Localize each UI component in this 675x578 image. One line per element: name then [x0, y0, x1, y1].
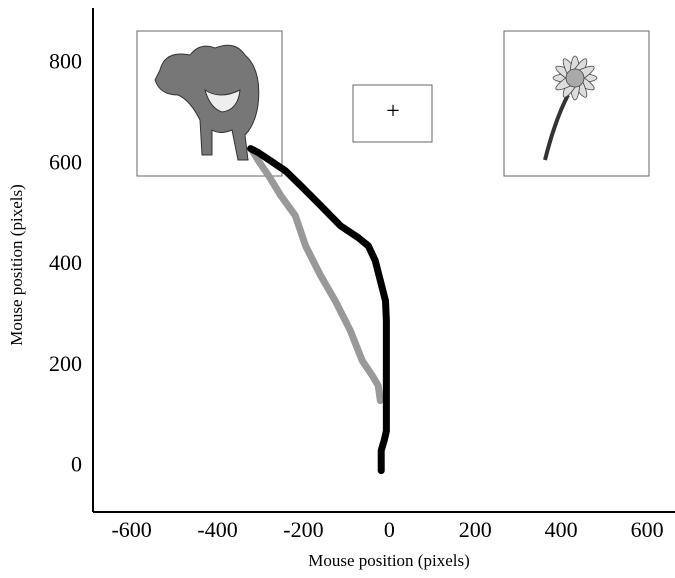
trajectory-line: [248, 147, 384, 405]
trajectory-line: [247, 145, 390, 475]
x-axis-label: Mouse position (pixels): [308, 551, 470, 570]
y-tick-label: 0: [71, 452, 82, 477]
x-tick-label: 400: [545, 517, 578, 542]
y-tick-label: 800: [49, 48, 82, 73]
x-tick-label: 600: [631, 517, 664, 542]
flower-stimulus: [503, 30, 650, 177]
y-axis-label: Mouse position (pixels): [7, 184, 26, 346]
x-tick-label: -600: [111, 517, 151, 542]
fox-stimulus: [136, 30, 283, 177]
y-tick-label: 400: [49, 250, 82, 275]
fixation-box: +: [352, 84, 433, 143]
x-tick-label: -200: [283, 517, 323, 542]
y-tick-label: 200: [49, 351, 82, 376]
y-tick-label: 600: [49, 149, 82, 174]
x-tick-label: 0: [384, 517, 395, 542]
x-tick-label: -400: [197, 517, 237, 542]
x-tick-label: 200: [459, 517, 492, 542]
fixation-cross: +: [386, 99, 400, 125]
